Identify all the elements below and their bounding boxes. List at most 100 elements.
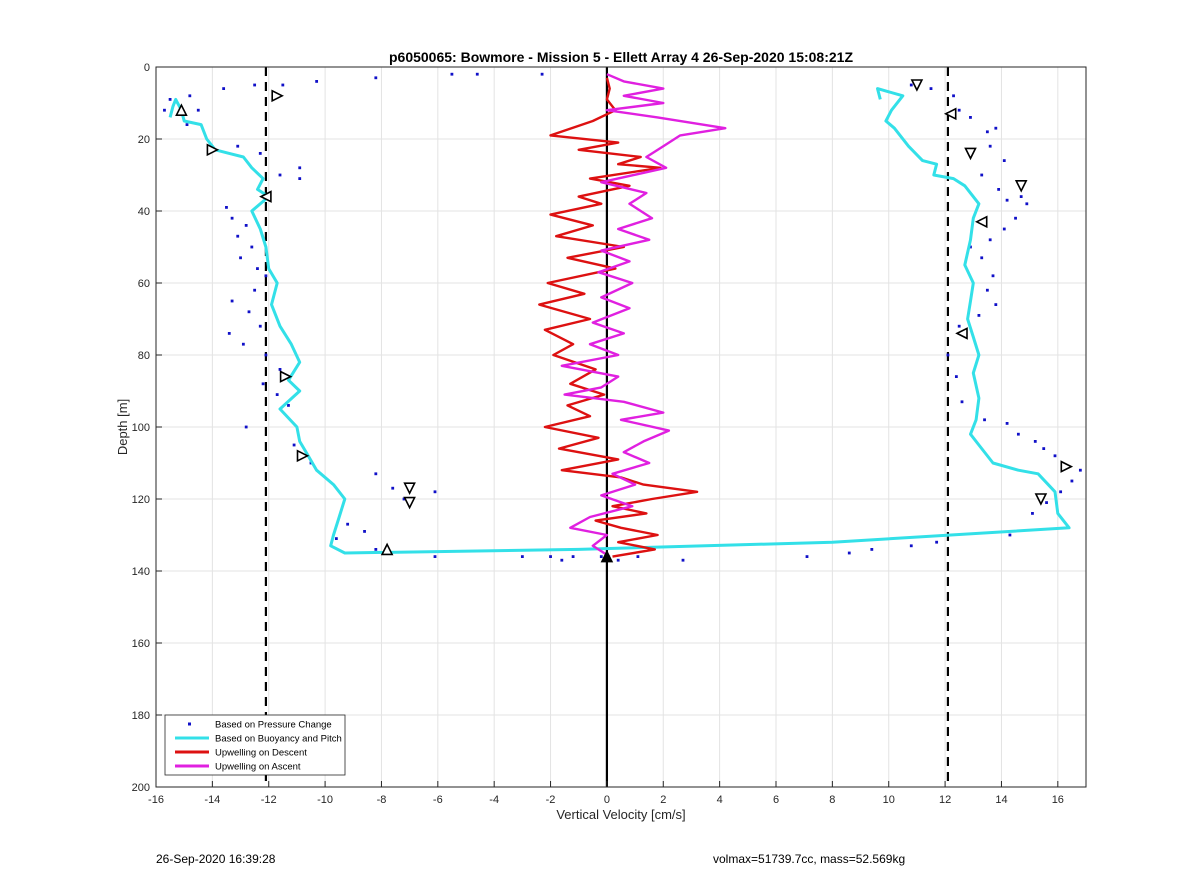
pressure-change-point	[264, 274, 268, 278]
pressure-change-point	[281, 83, 285, 87]
pressure-change-point	[1019, 195, 1023, 198]
triangle-marker	[964, 147, 977, 161]
pressure-change-point	[1070, 479, 1074, 483]
y-tick-label: 180	[132, 710, 150, 722]
pressure-change-point	[599, 555, 603, 558]
x-tick-label: -16	[148, 794, 164, 806]
pressure-change-point	[983, 418, 986, 422]
x-tick-label: -6	[433, 794, 443, 806]
pressure-change-point	[225, 206, 228, 209]
pressure-change-point	[560, 558, 564, 562]
pressure-change-point	[346, 522, 350, 526]
triangle-markers	[175, 79, 1074, 563]
pressure-change-point	[450, 72, 454, 76]
pressure-change-point	[315, 80, 319, 83]
pressure-change-point	[969, 245, 972, 249]
pressure-change-point	[222, 87, 226, 90]
pressure-change-point	[185, 123, 189, 126]
pressure-change-point	[929, 87, 933, 90]
pressure-change-point	[374, 472, 378, 476]
pressure-change-point	[991, 274, 995, 278]
pressure-change-point	[1025, 202, 1029, 206]
pressure-change-point	[258, 324, 262, 328]
pressure-change-point	[994, 303, 998, 306]
legend-label: Based on Pressure Change	[215, 720, 332, 731]
y-tick-label: 100	[132, 422, 150, 434]
legend: Based on Pressure Change Based on Buoyanc…	[164, 714, 346, 776]
pressure-change-point	[1053, 454, 1057, 458]
triangle-marker	[600, 549, 614, 563]
triangle-marker	[279, 370, 293, 383]
pressure-change-point	[1016, 432, 1020, 436]
x-tick-label: 2	[660, 794, 666, 806]
x-tick-label: -10	[317, 794, 333, 806]
pressure-change-point	[847, 551, 851, 555]
pressure-change-point	[980, 256, 984, 260]
legend-label: Upwelling on Ascent	[215, 762, 301, 773]
x-tick-label: -4	[489, 794, 499, 806]
pressure-change-point	[292, 443, 296, 447]
legend-label: Based on Buoyancy and Pitch	[215, 734, 342, 745]
pressure-change-point	[227, 332, 231, 335]
triangle-marker	[296, 449, 310, 463]
pressure-change-point	[520, 555, 524, 558]
pressure-change-point	[278, 173, 282, 177]
pressure-change-point	[1042, 447, 1046, 450]
pressure-change-point	[985, 288, 989, 292]
triangle-marker	[974, 215, 988, 229]
pressure-change-point	[977, 314, 981, 317]
pressure-change-point	[433, 490, 437, 494]
y-tick-label: 120	[132, 494, 150, 506]
y-tick-label: 200	[132, 782, 150, 794]
pressure-change-point	[540, 72, 544, 76]
x-tick-label: -8	[377, 794, 387, 806]
pressure-change-point	[402, 497, 406, 501]
pressure-change-point	[374, 76, 378, 80]
pressure-change-point	[188, 94, 192, 98]
data-series	[163, 72, 1082, 562]
pressure-change-point	[946, 353, 950, 357]
pressure-change-point	[250, 245, 254, 249]
pressure-change-point	[256, 267, 259, 270]
pressure-change-point	[957, 324, 961, 328]
reference-lines	[264, 67, 950, 787]
pressure-change-point	[258, 152, 262, 155]
pressure-change-point	[549, 555, 552, 558]
y-tick-label: 0	[144, 62, 150, 74]
pressure-change-point	[391, 486, 395, 490]
pressure-change-point	[997, 188, 1001, 191]
pressure-change-point	[236, 144, 240, 148]
pressure-change-point	[952, 94, 955, 98]
triangle-marker	[1060, 460, 1074, 473]
pressure-change-point	[616, 558, 620, 562]
pressure-change-points	[163, 72, 1082, 562]
pressure-change-point	[1005, 198, 1009, 202]
pressure-change-point	[988, 144, 992, 148]
legend-swatch-points	[188, 722, 191, 726]
legend-label: Upwelling on Descent	[215, 748, 307, 759]
footer-glider-params: volmax=51739.7cc, mass=52.569kg	[713, 852, 906, 866]
x-tick-label: 0	[604, 794, 610, 806]
pressure-change-point	[1002, 227, 1006, 231]
triangle-marker	[1034, 493, 1048, 506]
x-tick-label: -12	[261, 794, 277, 806]
pressure-change-point	[1005, 422, 1009, 425]
pressure-change-point	[954, 375, 958, 378]
y-tick-label: 140	[132, 566, 150, 578]
pressure-change-point	[985, 130, 989, 134]
pressure-change-point	[374, 548, 378, 551]
pressure-change-point	[261, 382, 265, 386]
pressure-change-point	[253, 288, 257, 292]
pressure-change-point	[334, 537, 338, 540]
pressure-change-point	[988, 238, 992, 242]
y-tick-label: 80	[138, 350, 150, 362]
triangle-marker	[910, 79, 924, 92]
triangle-marker	[271, 89, 284, 103]
pressure-change-point	[935, 540, 939, 544]
triangle-marker	[175, 103, 188, 116]
pressure-change-point	[909, 544, 913, 548]
pressure-change-point	[1002, 159, 1006, 162]
x-tick-label: -14	[204, 794, 220, 806]
pressure-change-point	[298, 166, 302, 170]
footer-timestamp: 26-Sep-2020 16:39:28	[156, 852, 276, 866]
